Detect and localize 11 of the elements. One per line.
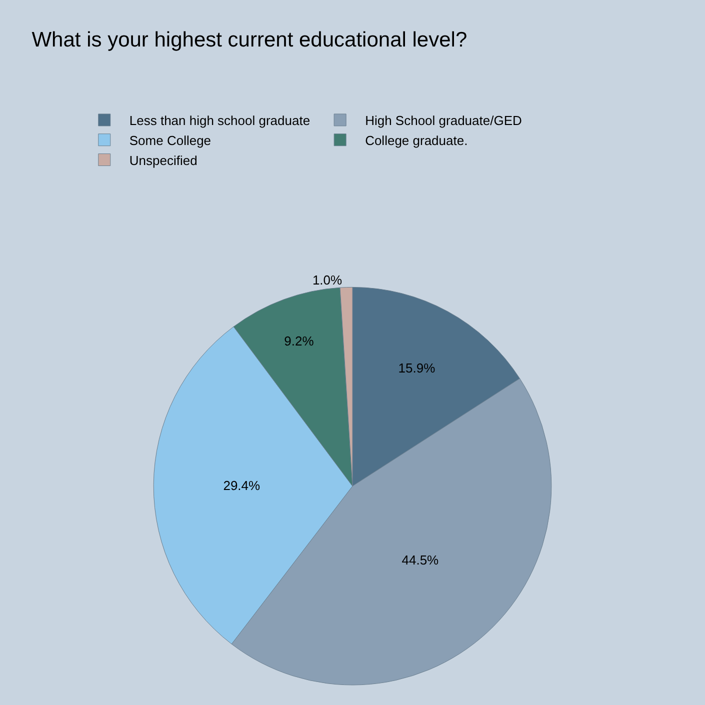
data-label: 1.0% xyxy=(312,272,342,288)
data-label: 29.4% xyxy=(223,478,261,493)
legend-label: Some College xyxy=(129,132,212,148)
chart-title: What is your highest current educational level? xyxy=(32,28,468,52)
legend-label: Unspecified xyxy=(129,152,198,168)
legend-label: College graduate. xyxy=(365,132,468,148)
legend-label: Less than high school graduate xyxy=(129,113,310,128)
legend-label: High School graduate/GED xyxy=(365,113,522,128)
data-label: 9.2% xyxy=(284,333,314,348)
data-label: 44.5% xyxy=(402,552,440,568)
data-label: 15.9% xyxy=(398,360,436,376)
